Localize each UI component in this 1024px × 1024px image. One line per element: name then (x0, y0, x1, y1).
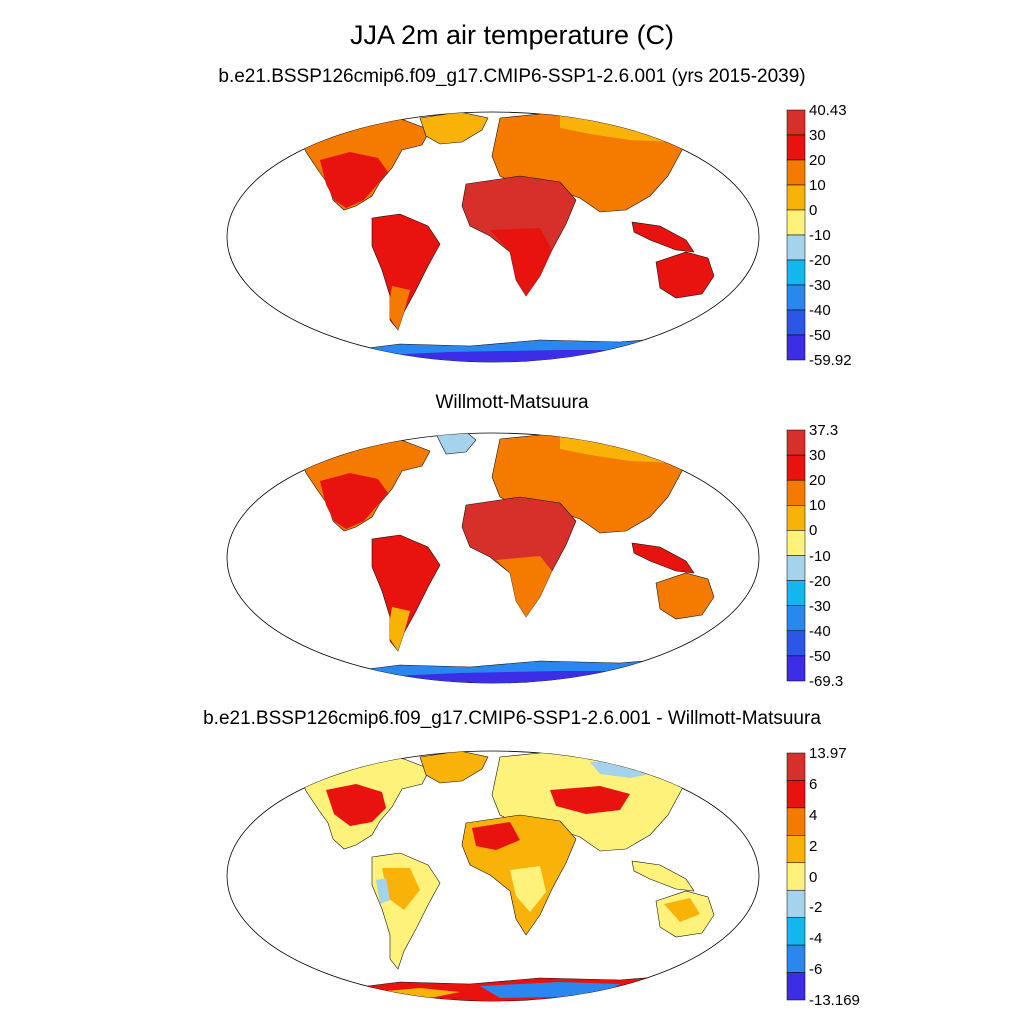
colorbar-3 (786, 752, 806, 1001)
colorbar-tick-label: 6 (809, 775, 818, 793)
colorbar-tick-label: 20 (809, 152, 826, 169)
colorbar-swatch (786, 109, 806, 136)
colorbar-tick-label: -4 (809, 930, 823, 948)
southeast-asia (631, 542, 695, 574)
colorbar-swatch (786, 505, 806, 531)
colorbar-tick-label: -6 (809, 961, 823, 979)
colorbar-tick-label: 4 (809, 806, 818, 824)
colorbar-swatch (786, 209, 806, 236)
south-america-tip (390, 286, 410, 330)
colorbar-swatch (786, 334, 806, 361)
colorbar-tick-label: -10 (809, 547, 831, 565)
colorbar-tick-label: -69.3 (809, 673, 844, 690)
colorbar-swatch (786, 807, 806, 836)
colorbar-tick-label: -30 (809, 277, 831, 294)
colorbar-tick-label: 37.3 (809, 422, 839, 439)
colorbar-swatch (786, 309, 806, 336)
colorbar-tick-label: 30 (809, 127, 826, 144)
colorbar-swatch (786, 917, 806, 946)
colorbar-tick-label: 0 (809, 202, 818, 219)
greenland (435, 433, 477, 455)
colorbar-tick-label: -13.169 (809, 992, 860, 1009)
australia (655, 251, 715, 299)
map-panel-3 (226, 750, 760, 1002)
colorbar-swatch (786, 972, 806, 1001)
colorbar-swatch (786, 284, 806, 311)
colorbar-swatch (786, 234, 806, 261)
north-america-south (320, 152, 388, 208)
map-panel-2 (226, 432, 760, 684)
north-america-south (320, 473, 388, 529)
colorbar-swatch (786, 184, 806, 211)
southeast-asia (631, 860, 695, 892)
colorbar-swatch (786, 862, 806, 891)
australia-warm (664, 898, 700, 922)
colorbar-tick-label: -40 (809, 622, 831, 640)
africa-south (496, 556, 552, 617)
southeast-asia (631, 221, 695, 253)
colorbar-swatch (786, 530, 806, 556)
colorbar-swatch (786, 555, 806, 581)
colorbar-tick-label: -59.92 (809, 352, 852, 369)
colorbar-swatch (786, 479, 806, 506)
colorbar-swatch (786, 630, 806, 657)
colorbar-swatch (786, 944, 806, 973)
australia (655, 572, 715, 620)
colorbar-swatch (786, 889, 806, 918)
colorbar-tick-label: 30 (809, 447, 826, 465)
colorbar-tick-label: 20 (809, 472, 826, 490)
colorbar-1 (786, 109, 806, 361)
colorbar-tick-label: -30 (809, 597, 831, 615)
colorbar-swatch (786, 752, 806, 781)
greenland (419, 112, 489, 145)
figure-title: JJA 2m air temperature (C) (349, 20, 675, 50)
colorbar-swatch (786, 655, 806, 682)
colorbar-swatch (786, 605, 806, 632)
africa-cool (510, 866, 546, 912)
colorbar-tick-label: 0 (809, 868, 818, 886)
colorbar-tick-label: 10 (809, 177, 826, 194)
colorbar-swatch (786, 835, 806, 864)
colorbar-tick-label: -20 (809, 252, 831, 269)
africa-warm (472, 822, 520, 850)
colorbar-tick-label: -20 (809, 572, 831, 590)
south-america-cold (376, 878, 390, 904)
south-america-tip (390, 607, 410, 651)
colorbar-tick-label: 10 (809, 497, 826, 515)
greenland (419, 751, 489, 784)
colorbar-2 (786, 429, 806, 682)
colorbar-tick-label: -40 (809, 302, 831, 319)
colorbar-tick-label: 13.97 (809, 745, 847, 762)
north-america-warm (326, 784, 386, 826)
panel-2-title: Willmott-Matsuura (435, 392, 589, 413)
colorbar-tick-label: 0 (809, 522, 818, 540)
colorbar-tick-label: 40.43 (809, 102, 847, 119)
colorbar-tick-label: -50 (809, 647, 831, 665)
panel-3-title: b.e21.BSSP126cmip6.f09_g17.CMIP6-SSP1-2.… (203, 708, 821, 729)
panel-1-title: b.e21.BSSP126cmip6.f09_g17.CMIP6-SSP1-2.… (218, 66, 806, 87)
colorbar-swatch (786, 454, 806, 481)
colorbar-tick-label: -2 (809, 899, 823, 917)
central-asia-warm (550, 786, 630, 814)
colorbar-tick-label: -50 (809, 327, 831, 344)
colorbar-tick-label: -10 (809, 227, 831, 244)
africa-south (490, 228, 552, 296)
colorbar-swatch (786, 429, 806, 456)
map-panel-1 (226, 111, 760, 363)
colorbar-swatch (786, 580, 806, 606)
colorbar-swatch (786, 159, 806, 186)
colorbar-tick-label: 2 (809, 837, 818, 855)
colorbar-swatch (786, 259, 806, 286)
south-america-warm (382, 868, 420, 910)
colorbar-swatch (786, 134, 806, 161)
colorbar-swatch (786, 780, 806, 809)
